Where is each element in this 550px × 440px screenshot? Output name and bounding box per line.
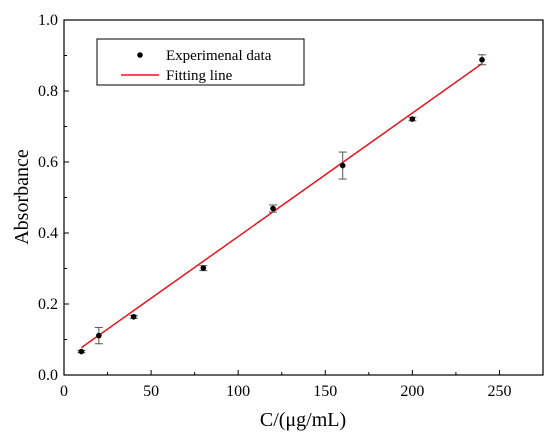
data-point	[130, 313, 137, 320]
data-point	[200, 265, 207, 271]
x-axis-title: C/(μg/mL)	[260, 409, 346, 431]
y-tick-label: 0.2	[38, 296, 58, 313]
legend-marker-experimental	[137, 52, 143, 58]
data-points-layer	[77, 54, 487, 355]
data-point	[270, 205, 276, 212]
y-tick-label: 0.4	[38, 225, 58, 242]
legend-label-experimental: Experimenal data	[166, 48, 272, 64]
x-tick-label: 50	[143, 383, 159, 400]
x-tick-label: 100	[226, 383, 250, 400]
legend-label-fitting-line: Fitting line	[166, 68, 233, 84]
x-tick-label: 200	[400, 383, 424, 400]
y-tick-label: 0.0	[38, 367, 58, 384]
y-axis-ticks: 0.0 0.2 0.4 0.6 0.8 1.0	[38, 12, 69, 384]
y-tick-label: 0.8	[38, 83, 58, 100]
x-tick-label: 150	[313, 383, 337, 400]
legend-box	[96, 38, 305, 86]
x-axis-ticks: 0 50 100 150 200 250	[60, 370, 511, 400]
data-point	[409, 116, 416, 122]
fitting-line-layer	[80, 63, 483, 349]
data-point	[479, 56, 485, 63]
y-tick-label: 1.0	[38, 12, 58, 29]
y-tick-label: 0.6	[38, 154, 58, 171]
y-axis-title: Absorbance	[11, 149, 33, 245]
data-point	[96, 332, 102, 339]
x-tick-label: 250	[487, 383, 511, 400]
data-point	[339, 162, 346, 169]
fitting-line	[80, 63, 483, 349]
data-point	[78, 348, 85, 355]
legend: Experimenal data Fitting line	[96, 38, 305, 86]
x-tick-label: 0	[60, 383, 68, 400]
